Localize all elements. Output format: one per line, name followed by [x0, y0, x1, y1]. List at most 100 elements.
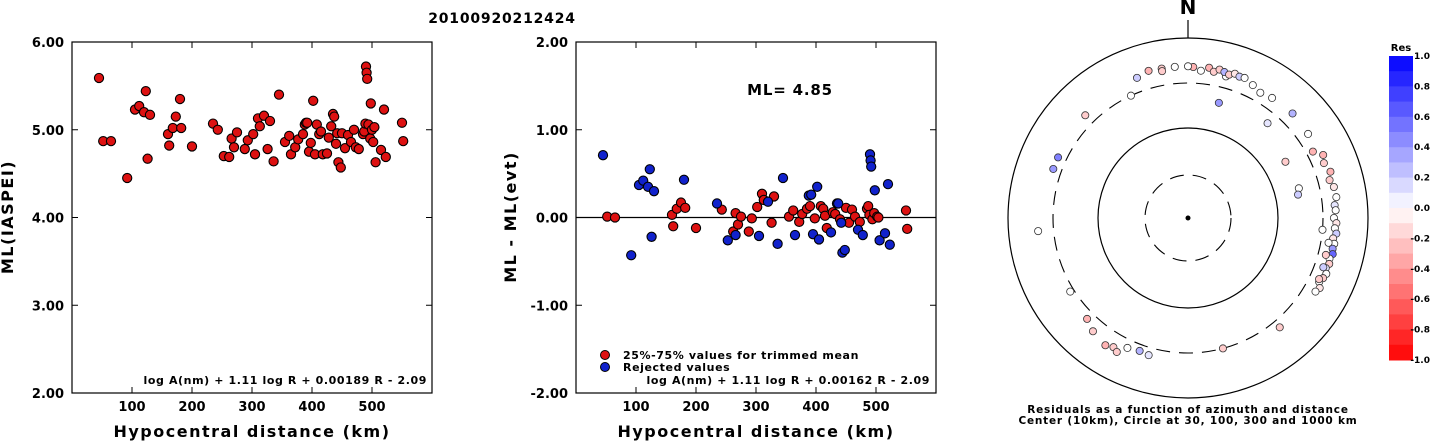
plot1-points	[93, 61, 409, 184]
y-tick-label: 3.00	[32, 299, 64, 314]
plot2-points	[597, 149, 913, 261]
station-marker	[1256, 88, 1265, 97]
station-marker	[1319, 159, 1328, 168]
plot2-ylabel: ML - ML(evt)	[501, 151, 520, 283]
station-marker	[1240, 73, 1249, 82]
ml-value-label: ML= 4.85	[747, 81, 833, 99]
data-point	[186, 141, 198, 152]
colorbar-tick-label: -0.6	[1410, 295, 1430, 305]
data-point	[284, 130, 295, 142]
data-point	[375, 144, 387, 156]
colorbar-tick-label: 0.8	[1414, 82, 1430, 92]
data-point	[836, 217, 847, 228]
data-point	[330, 138, 342, 149]
data-point	[884, 239, 895, 250]
figure-title: 20100920212424	[428, 11, 576, 27]
data-point	[339, 143, 351, 154]
data-point	[142, 153, 153, 164]
y-tick-label: 5.00	[32, 124, 64, 139]
x-tick-label: 100	[118, 400, 145, 415]
station-marker	[1318, 225, 1327, 234]
colorbar-title: Res	[1391, 43, 1411, 54]
data-point	[368, 136, 379, 148]
data-point	[248, 128, 259, 140]
station-marker	[1088, 327, 1097, 336]
station-marker	[1126, 91, 1135, 100]
colorbar-tick-label: 0.4	[1414, 143, 1430, 153]
station-marker	[1321, 250, 1330, 259]
colorbar-cell	[1389, 329, 1413, 346]
station-marker	[1329, 182, 1338, 191]
data-point	[806, 189, 817, 200]
data-point	[239, 143, 250, 155]
colorbar-cell	[1389, 284, 1413, 300]
data-point	[212, 124, 223, 135]
north-label: N	[1180, 0, 1197, 19]
data-point	[882, 179, 894, 190]
station-marker	[1319, 263, 1328, 272]
y-tick-label: 6.00	[32, 36, 64, 51]
data-point	[680, 202, 691, 213]
station-marker	[1184, 62, 1193, 71]
data-point	[224, 151, 235, 163]
data-point	[809, 213, 820, 224]
legend-trimmed-label: 25%-75% values for trimmed mean	[623, 349, 859, 362]
data-point	[273, 89, 285, 100]
colorbar-cell	[1389, 116, 1413, 133]
colorbar-cell	[1389, 238, 1413, 255]
station-marker	[1101, 341, 1110, 350]
map-caption-line1: Residuals as a function of azimuth and d…	[1027, 404, 1349, 416]
data-point	[874, 235, 885, 246]
colorbar-tick-label: 0.6	[1414, 113, 1430, 123]
colorbar-tick-label: -1.0	[1410, 356, 1430, 366]
x-tick-label: 500	[862, 400, 889, 415]
station-marker	[1081, 111, 1090, 120]
data-point	[176, 122, 187, 134]
colorbar-cell	[1389, 268, 1413, 285]
y-tick-label: 1.00	[536, 124, 568, 139]
plot1-ticks: 100 200 300 400 500 2.00 3.00 4.00 5.00 6.00	[32, 36, 432, 415]
data-point	[648, 186, 660, 197]
data-point	[93, 72, 105, 84]
y-tick-label: 2.00	[536, 36, 568, 51]
data-point	[735, 211, 747, 222]
colorbar-cell	[1389, 132, 1413, 148]
data-point	[730, 229, 741, 241]
data-point	[380, 151, 391, 163]
data-point	[302, 117, 313, 128]
plot1-frame	[71, 41, 433, 394]
data-point	[321, 148, 333, 159]
data-point	[869, 185, 880, 196]
data-point	[766, 217, 777, 228]
station-marker	[1248, 81, 1257, 90]
data-point	[753, 230, 765, 242]
colorbar-cell	[1389, 101, 1413, 118]
station-marker	[1196, 66, 1205, 75]
plot1-formula: log A(nm) + 1.11 log R + 0.00189 R - 2.0…	[144, 374, 427, 387]
colorbar-tick-label: -0.4	[1410, 265, 1430, 275]
station-marker	[1135, 346, 1144, 355]
data-point	[348, 124, 360, 135]
data-point	[323, 132, 334, 143]
y-tick-label: 0.00	[536, 212, 568, 227]
data-point	[804, 200, 816, 212]
data-point	[308, 95, 319, 106]
station-marker	[1315, 275, 1324, 284]
data-point	[777, 172, 789, 184]
plot1-ylabel: ML(IASPEI)	[0, 160, 17, 274]
station-marker	[1288, 109, 1297, 118]
station-marker	[1311, 287, 1320, 296]
map-caption-line2: Center (10km), Circle at 30, 100, 300 an…	[1018, 415, 1357, 427]
x-tick-label: 300	[238, 400, 265, 415]
x-tick-label: 100	[622, 400, 649, 415]
colorbar-cell	[1389, 299, 1413, 315]
data-point	[900, 205, 912, 216]
data-point	[644, 164, 655, 175]
x-tick-label: 500	[358, 400, 385, 415]
colorbar-cell	[1389, 208, 1413, 224]
station-marker	[1214, 98, 1223, 107]
data-point	[711, 198, 723, 209]
plot2-formula: log A(nm) + 1.11 log R + 0.00162 R - 2.0…	[647, 374, 930, 387]
station-marker	[1326, 167, 1335, 176]
data-point	[678, 174, 690, 185]
